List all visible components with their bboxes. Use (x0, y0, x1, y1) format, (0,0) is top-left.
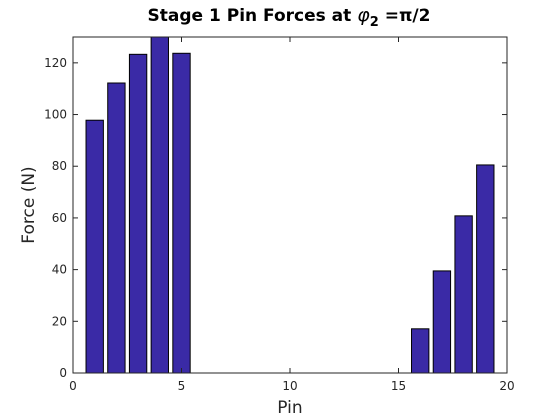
chart-title-prefix: Stage 1 Pin Forces at (148, 6, 358, 26)
x-tick-label: 0 (69, 379, 77, 393)
bar-pin-16 (411, 328, 430, 374)
y-tick-label: 120 (44, 56, 67, 70)
y-tick-label: 20 (52, 314, 67, 328)
x-tick-label: 5 (178, 379, 186, 393)
bar-pin-5 (172, 52, 191, 374)
x-axis-label: Pin (277, 398, 302, 418)
y-tick-label: 60 (52, 211, 67, 225)
x-tick-label: 10 (282, 379, 297, 393)
chart-title-symbol: φ (357, 4, 370, 26)
bar-pin-2 (107, 82, 126, 374)
y-tick-label: 100 (44, 108, 67, 122)
ticks-group: 0 5 10 15 20 0 20 40 60 80 100 120 (44, 37, 515, 393)
y-tick-label: 80 (52, 159, 67, 173)
chart-title-suffix: =π/2 (379, 6, 431, 26)
bars-group (85, 36, 495, 374)
bar-pin-19 (476, 164, 495, 374)
x-tick-label: 15 (391, 379, 406, 393)
x-tick-label: 20 (499, 379, 514, 393)
chart-title: Stage 1 Pin Forces at φ2 =π/2 (148, 4, 431, 30)
bar-pin-3 (128, 53, 148, 374)
y-axis-label: Force (N) (19, 166, 39, 243)
chart-title-subscript: 2 (370, 15, 379, 30)
plot-frame (72, 36, 508, 374)
bar-pin-4 (150, 36, 169, 374)
y-tick-label: 0 (59, 366, 67, 380)
bar-pin-18 (454, 215, 473, 374)
bar-pin-17 (432, 270, 452, 374)
y-tick-label: 40 (52, 263, 67, 277)
bar-pin-1 (85, 119, 104, 374)
